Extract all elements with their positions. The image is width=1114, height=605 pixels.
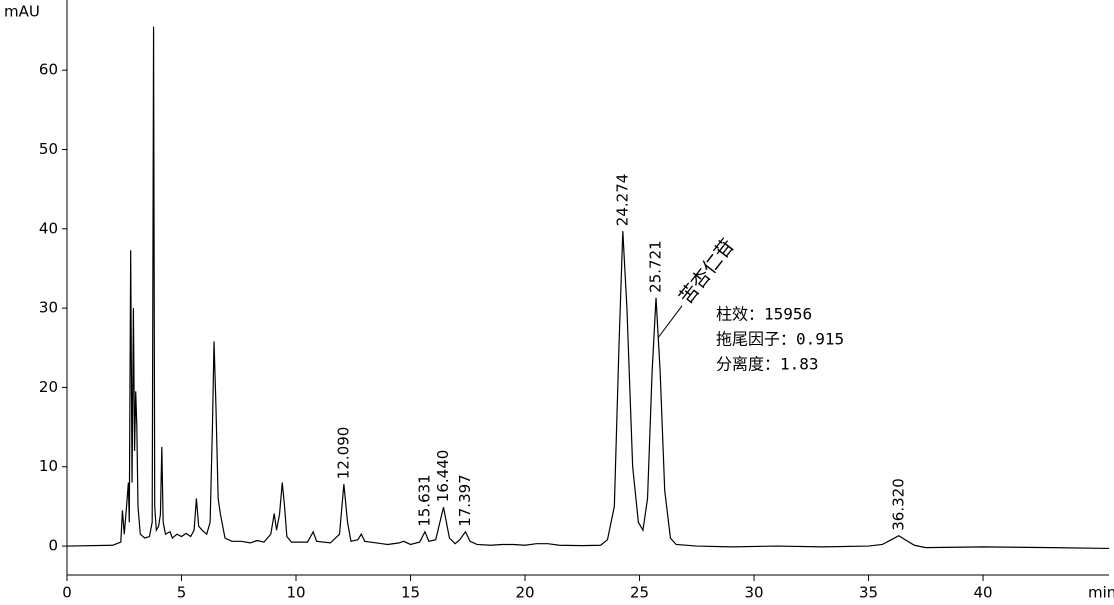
peak-label: 16.440 bbox=[434, 450, 452, 503]
leader-line bbox=[657, 305, 683, 339]
y-tick-label: 30 bbox=[39, 299, 58, 317]
x-tick-label: 5 bbox=[177, 584, 187, 602]
note: 柱效：15956 bbox=[716, 305, 812, 324]
trace bbox=[66, 26, 1110, 550]
y-tick-label: 50 bbox=[39, 140, 58, 158]
x-tick-label: 40 bbox=[973, 584, 992, 602]
note: 拖尾因子：0.915 bbox=[716, 330, 844, 349]
y-tick-label: 40 bbox=[39, 219, 58, 237]
peak-label: 25.721 bbox=[647, 240, 665, 293]
peak-label: 24.274 bbox=[613, 174, 631, 227]
note: 分离度：1.83 bbox=[716, 355, 819, 374]
x-tick-label: 15 bbox=[401, 584, 420, 602]
y-tick-label: 10 bbox=[39, 457, 58, 475]
peak-label: 15.631 bbox=[415, 474, 433, 527]
x-tick-label: 30 bbox=[744, 584, 763, 602]
x-tick-label: 0 bbox=[62, 584, 72, 602]
y-axis-label: mAU bbox=[4, 3, 40, 21]
x-tick-label: 10 bbox=[286, 584, 305, 602]
x-tick-label: 35 bbox=[859, 584, 878, 602]
x-axis-label: min bbox=[1088, 584, 1114, 602]
peak-label: 17.397 bbox=[456, 474, 474, 526]
peak-label: 36.320 bbox=[889, 478, 907, 531]
y-tick-label: 0 bbox=[48, 537, 58, 555]
x-tick-label: 20 bbox=[515, 584, 534, 602]
x-tick-label: 25 bbox=[630, 584, 649, 602]
peak-label: 12.090 bbox=[334, 427, 352, 480]
y-tick-label: 60 bbox=[39, 61, 58, 79]
compound-label: 苦杏仁苷 bbox=[675, 235, 739, 308]
y-tick-label: 20 bbox=[39, 378, 58, 396]
